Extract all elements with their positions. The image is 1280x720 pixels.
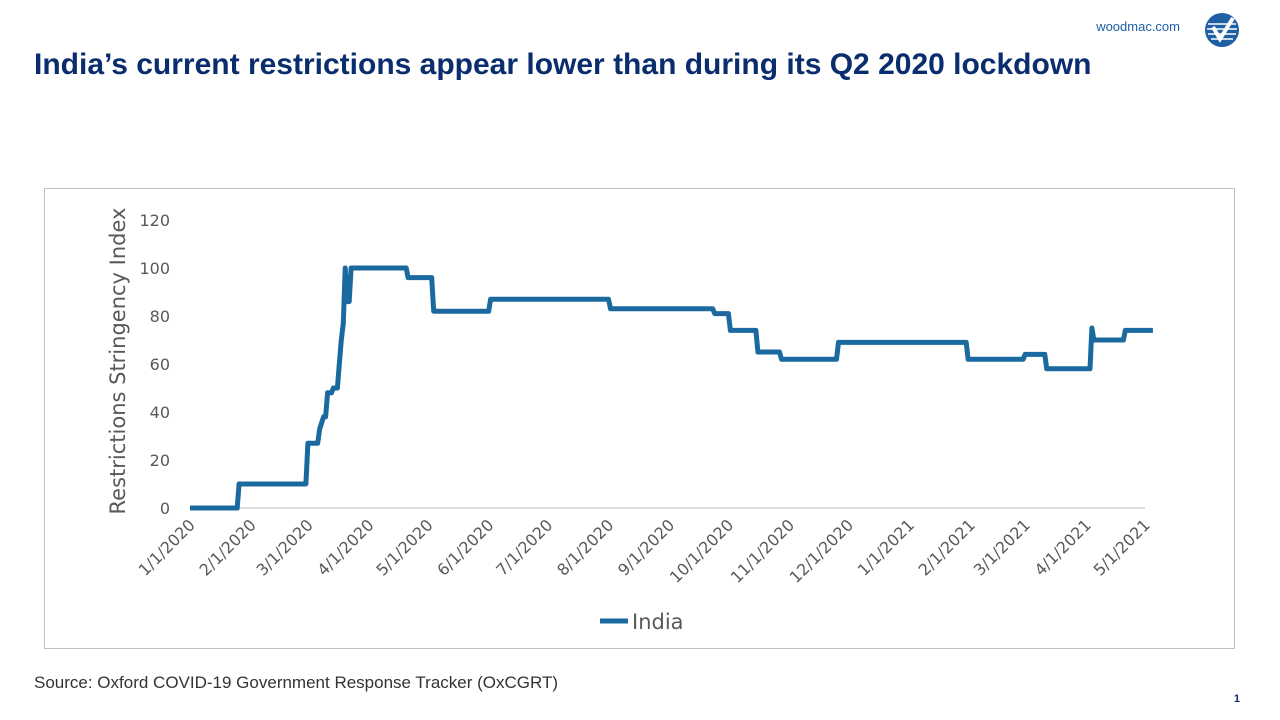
y-axis-ticks: 0 20 40 60 80 100 120 <box>139 211 170 518</box>
x-tick-label: 5/1/2021 <box>1090 515 1154 579</box>
x-tick-label: 3/1/2020 <box>252 515 316 579</box>
page-title: India’s current restrictions appear lowe… <box>34 48 1092 81</box>
chart-frame: 0 20 40 60 80 100 120 1/1/2020 2/1/2020 3/1/2020… <box>44 188 1235 649</box>
y-axis-title: Restrictions Stringency Index <box>106 208 130 515</box>
y-tick-label: 40 <box>150 403 170 422</box>
x-tick-label: 2/1/2021 <box>915 515 979 579</box>
page-number: 1 <box>1233 693 1240 705</box>
x-tick-label: 3/1/2021 <box>970 515 1034 579</box>
x-tick-label: 5/1/2020 <box>372 515 436 579</box>
series-line-india <box>190 265 1153 511</box>
x-tick-label: 4/1/2021 <box>1031 515 1095 579</box>
x-tick-label: 1/1/2020 <box>135 515 199 579</box>
y-tick-label: 60 <box>150 355 170 374</box>
y-tick-label: 20 <box>150 451 170 470</box>
x-tick-label: 4/1/2020 <box>313 515 377 579</box>
y-tick-label: 80 <box>150 307 170 326</box>
x-tick-label: 1/1/2021 <box>854 515 918 579</box>
x-tick-label: 8/1/2020 <box>553 515 617 579</box>
x-tick-label: 12/1/2020 <box>786 515 857 586</box>
y-tick-label: 120 <box>139 211 170 230</box>
y-tick-label: 100 <box>139 259 170 278</box>
source-note: Source: Oxford COVID-19 Government Respo… <box>34 673 559 692</box>
x-tick-label: 7/1/2020 <box>492 515 556 579</box>
x-tick-label: 2/1/2020 <box>195 515 259 579</box>
x-tick-label: 10/1/2020 <box>666 515 737 586</box>
chart-svg: 0 20 40 60 80 100 120 1/1/20202/1/20203/1/2020… <box>106 208 1154 634</box>
legend-label-india: India <box>632 610 684 634</box>
woodmac-logo-icon <box>1205 13 1239 47</box>
brand-link[interactable]: woodmac.com <box>1096 19 1180 34</box>
x-tick-label: 6/1/2020 <box>433 515 497 579</box>
x-axis-ticks: 1/1/20202/1/20203/1/20204/1/20205/1/2020… <box>135 515 1154 586</box>
y-tick-label: 0 <box>160 499 170 518</box>
